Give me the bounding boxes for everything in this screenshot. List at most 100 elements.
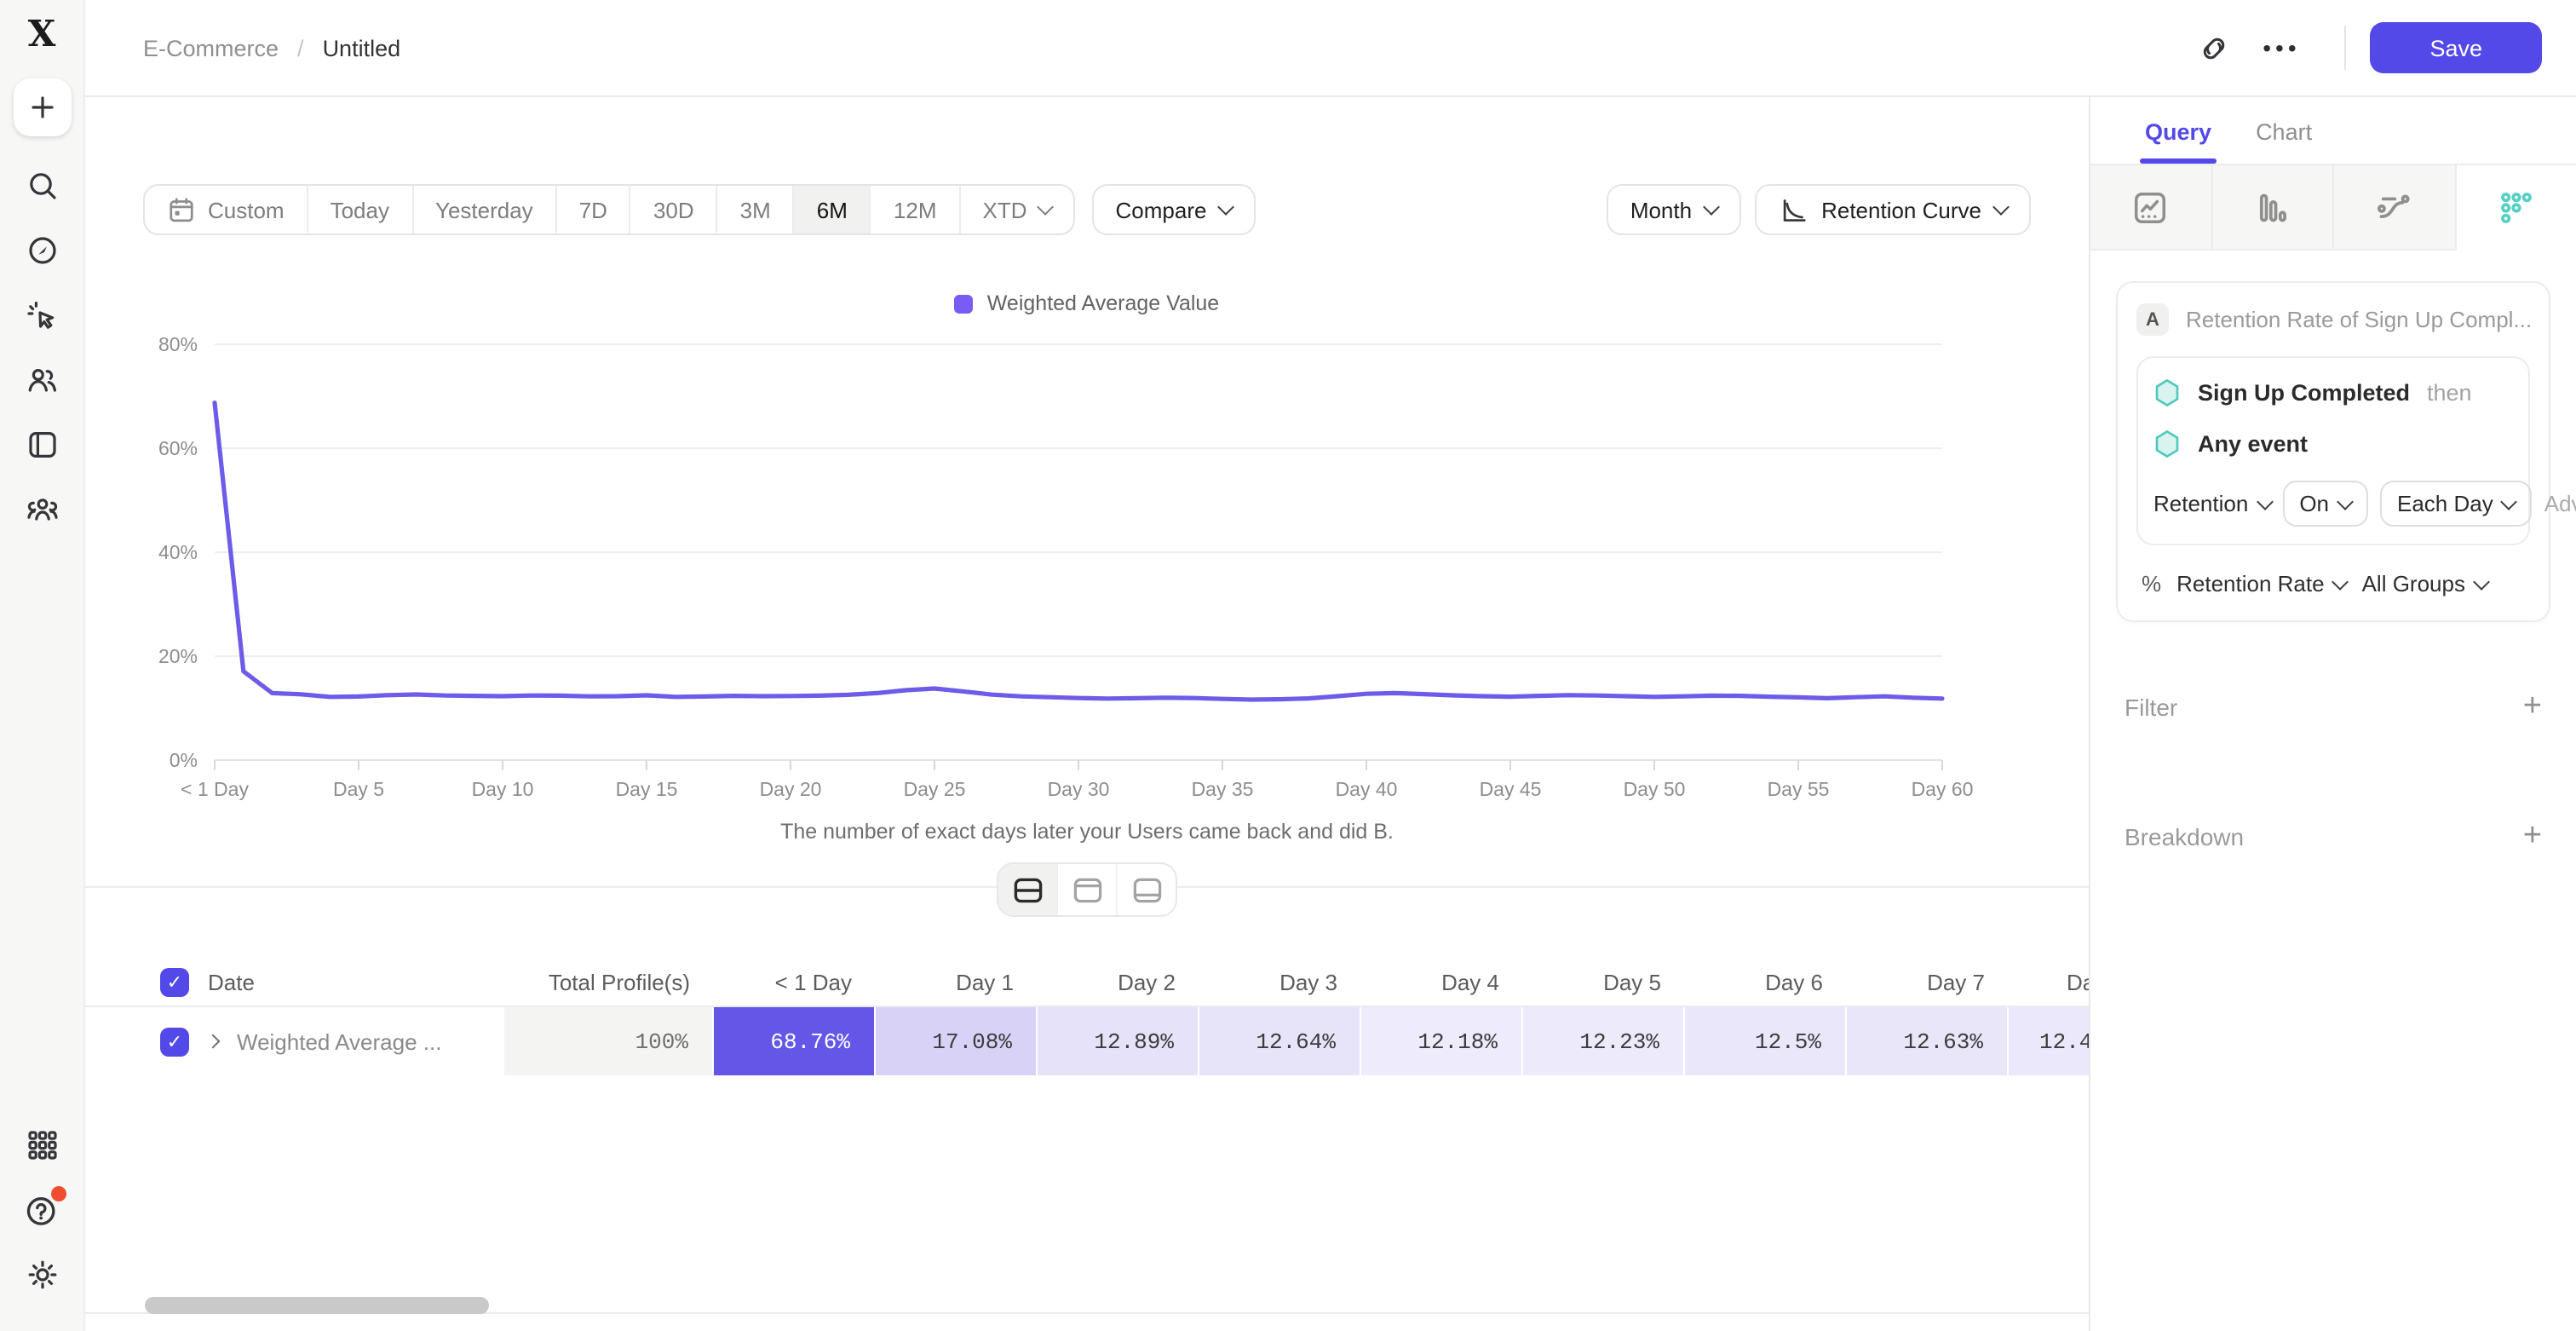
toggle-chart-only-view[interactable]: [1058, 864, 1118, 915]
measure-row: % Retention Rate All Groups: [2136, 571, 2530, 596]
metric-dropdown[interactable]: Retention Rate: [2176, 571, 2349, 596]
compare-label: Compare: [1115, 197, 1207, 222]
range-7d[interactable]: 7D: [557, 186, 631, 233]
table-view-icon: [1132, 877, 1161, 902]
horizontal-scrollbar-thumb[interactable]: [145, 1297, 489, 1314]
report-type-funnels[interactable]: [2212, 165, 2334, 251]
first-event-row[interactable]: Sign Up Completed then: [2153, 378, 2513, 407]
range-label: 3M: [739, 197, 771, 222]
add-breakdown-button[interactable]: +: [2522, 818, 2542, 854]
interval-dropdown[interactable]: Each Day: [2380, 481, 2533, 527]
sidebar-item-settings[interactable]: [13, 1246, 71, 1304]
users-icon: [27, 369, 55, 392]
table-header-row: ✓ Date Total Profile(s) < 1 Day Day 1 Day 2 Da…: [85, 958, 2089, 1007]
breakdown-label: Breakdown: [2125, 822, 2245, 850]
tab-chart[interactable]: Chart: [2256, 119, 2313, 145]
report-type-retention[interactable]: [2456, 165, 2576, 251]
range-3m[interactable]: 3M: [718, 186, 795, 233]
retention-value-cell[interactable]: 68.76%: [714, 1007, 876, 1075]
retention-line-chart[interactable]: 80% 60% 40% 20% 0% < 1 Day Day 5 Day 10 Day 15 Da…: [143, 331, 2031, 801]
report-type-flows[interactable]: [2334, 165, 2456, 251]
column-header-day-8: Day 8: [2009, 958, 2089, 1007]
toggle-table-only-view[interactable]: [1118, 864, 1176, 915]
chevron-down-icon: [2337, 493, 2354, 510]
sidebar-item-cohorts[interactable]: [13, 481, 71, 539]
column-header-label: Day 4: [1441, 969, 1499, 994]
svg-text:Day 25: Day 25: [904, 778, 966, 800]
compare-button[interactable]: Compare: [1091, 184, 1256, 235]
retention-value-cell[interactable]: 12.18%: [1361, 1007, 1523, 1075]
copy-link-button[interactable]: [2184, 20, 2242, 75]
create-report-button[interactable]: [13, 78, 71, 136]
svg-text:0%: 0%: [170, 749, 198, 771]
column-header-day-3: Day 3: [1199, 958, 1361, 1007]
advanced-dropdown[interactable]: Adv...: [2544, 491, 2576, 516]
range-6m[interactable]: 6M: [794, 186, 871, 233]
range-custom[interactable]: Custom: [145, 186, 308, 233]
retention-value-cell[interactable]: 12.89%: [1038, 1007, 1199, 1075]
column-header-label: Day 3: [1279, 969, 1337, 994]
breadcrumb-separator: /: [297, 35, 304, 60]
layout-divider: [85, 862, 2089, 917]
chart-area: 80% 60% 40% 20% 0% < 1 Day Day 5 Day 10 Day 15 Da…: [143, 331, 2031, 810]
range-yesterday[interactable]: Yesterday: [413, 186, 557, 233]
plus-icon: [31, 96, 53, 118]
row-name[interactable]: Weighted Average ...: [237, 1028, 442, 1054]
breadcrumb-project[interactable]: E-Commerce: [143, 35, 279, 60]
svg-text:Day 20: Day 20: [760, 778, 822, 800]
svg-text:Day 15: Day 15: [616, 778, 678, 800]
more-options-button[interactable]: •••: [2263, 34, 2301, 61]
report-type-insights[interactable]: [2090, 165, 2212, 251]
chart-type-label: Retention Curve: [1821, 197, 1981, 222]
sidebar-item-explore[interactable]: [13, 222, 71, 279]
column-header-day-7: Day 7: [1847, 958, 2009, 1007]
sidebar-item-apps[interactable]: [13, 1116, 71, 1174]
sidebar-item-events[interactable]: [13, 286, 71, 344]
sidebar-item-help[interactable]: [13, 1181, 71, 1239]
toggle-split-view[interactable]: [998, 864, 1058, 915]
sidebar-item-users[interactable]: [13, 351, 71, 409]
sidebar-item-search[interactable]: [13, 157, 71, 215]
granularity-dropdown[interactable]: Month: [1606, 184, 1742, 235]
column-header-label: < 1 Day: [774, 969, 852, 994]
column-header-label: Day 1: [956, 969, 1014, 994]
retention-value-cell[interactable]: 17.08%: [876, 1007, 1038, 1075]
groups-dropdown[interactable]: All Groups: [2362, 571, 2490, 596]
retention-value-cell[interactable]: 12.23%: [1523, 1007, 1685, 1075]
save-button[interactable]: Save: [2370, 22, 2542, 73]
retention-value-cell[interactable]: 12.5%: [1685, 1007, 1847, 1075]
legend-label[interactable]: Weighted Average Value: [986, 291, 1220, 315]
tab-query[interactable]: Query: [2139, 119, 2217, 164]
retention-value-cell[interactable]: 12.64%: [1199, 1007, 1361, 1075]
svg-text:< 1 Day: < 1 Day: [181, 778, 249, 800]
retention-value-cell[interactable]: 12.41%: [2009, 1007, 2089, 1075]
range-xtd[interactable]: XTD: [961, 186, 1073, 233]
cohorts-icon: [26, 498, 57, 521]
range-30d[interactable]: 30D: [631, 186, 718, 233]
toolbar-right-group: Month Retention Curve: [1606, 184, 2031, 235]
retention-type-dropdown[interactable]: Retention: [2153, 491, 2274, 516]
range-label: Custom: [208, 197, 285, 222]
svg-text:Day 10: Day 10: [472, 778, 534, 800]
range-label: Today: [330, 197, 389, 222]
retention-value-cell[interactable]: 12.63%: [1847, 1007, 2009, 1075]
range-label: XTD: [982, 197, 1027, 222]
chart-type-dropdown[interactable]: Retention Curve: [1755, 184, 2031, 235]
range-today[interactable]: Today: [308, 186, 413, 233]
retention-type-label: Retention: [2153, 491, 2249, 516]
svg-text:Day 30: Day 30: [1048, 778, 1110, 800]
range-12m[interactable]: 12M: [871, 186, 961, 233]
step-header[interactable]: A Retention Rate of Sign Up Compl...: [2136, 303, 2530, 336]
row-checkbox[interactable]: ✓: [160, 1027, 189, 1056]
second-event-row[interactable]: Any event: [2153, 429, 2513, 458]
expand-row-chevron-icon[interactable]: [205, 1034, 221, 1049]
svg-text:60%: 60%: [158, 437, 198, 459]
sidebar-item-boards[interactable]: [13, 416, 71, 474]
mixpanel-logo-icon[interactable]: X: [27, 12, 56, 55]
retention-value-cell[interactable]: 100%: [504, 1007, 714, 1075]
breadcrumb-title[interactable]: Untitled: [322, 35, 401, 60]
filter-label: Filter: [2125, 693, 2178, 720]
on-dropdown[interactable]: On: [2282, 481, 2368, 527]
add-filter-button[interactable]: +: [2522, 689, 2542, 724]
select-all-checkbox[interactable]: ✓: [160, 967, 189, 996]
